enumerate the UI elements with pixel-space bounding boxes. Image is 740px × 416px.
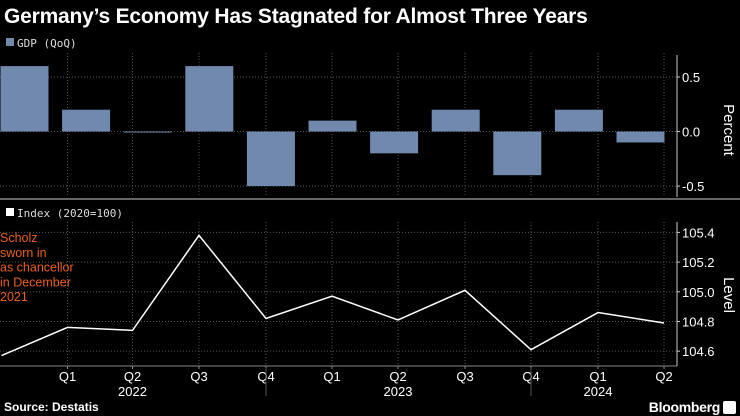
x-tick-label: Q3 <box>456 369 473 384</box>
gdp-bar <box>616 131 665 143</box>
bloomberg-logo: Bloomberg <box>648 399 721 415</box>
x-tick-label: Q1 <box>589 369 606 384</box>
index-line <box>1 234 665 357</box>
y-axis-title-percent: Percent <box>720 104 737 157</box>
year-label: 2022 <box>118 384 147 399</box>
y-tick-label: -0.5 <box>682 179 704 194</box>
x-tick-label: Q1 <box>59 369 76 384</box>
year-label: 2023 <box>384 384 413 399</box>
y-axis-title-level: Level <box>720 277 737 313</box>
chart-title: Germany’s Economy Has Stagnated for Almo… <box>4 5 588 28</box>
x-tick-label: Q2 <box>124 369 141 384</box>
annotation-line: sworn in <box>0 246 47 260</box>
x-tick-label: Q1 <box>323 369 340 384</box>
gdp-bar <box>0 66 49 132</box>
y-tick-label: 105.2 <box>682 255 715 270</box>
x-tick-label: Q2 <box>389 369 406 384</box>
y-tick-label: 0.0 <box>682 125 700 140</box>
gdp-bar <box>431 109 480 132</box>
legend-label-index: Index (2020=100) <box>17 207 123 220</box>
gdp-bar <box>185 66 234 132</box>
gdp-bar <box>370 131 419 154</box>
gdp-bar <box>493 131 542 176</box>
legend-swatch-index <box>6 208 14 216</box>
gdp-bar <box>62 109 111 132</box>
bloomberg-terminal-icon <box>723 401 736 414</box>
legend-swatch-gdp <box>6 38 14 46</box>
gdp-bar <box>308 120 357 132</box>
legend-label-gdp: GDP (QoQ) <box>17 37 77 50</box>
annotation-line: as chancellor <box>0 261 74 275</box>
x-tick-label: Q3 <box>190 369 207 384</box>
y-tick-label: 105.4 <box>682 225 715 240</box>
gdp-bar <box>246 131 295 187</box>
annotation-line: in December <box>0 275 71 289</box>
y-tick-label: 104.6 <box>682 344 715 359</box>
panel-divider <box>0 198 740 200</box>
source-label: Source: Destatis <box>4 400 99 414</box>
y-tick-label: 104.8 <box>682 314 715 329</box>
annotation-line: Scholz <box>0 231 38 245</box>
y-tick-label: 105.0 <box>682 285 715 300</box>
gdp-bar <box>554 109 603 132</box>
x-tick-label: Q2 <box>655 369 672 384</box>
year-label: 2024 <box>584 384 613 399</box>
y-tick-label: 0.5 <box>682 70 700 85</box>
annotation-line: 2021 <box>0 290 28 304</box>
gdp-bar <box>123 131 172 133</box>
